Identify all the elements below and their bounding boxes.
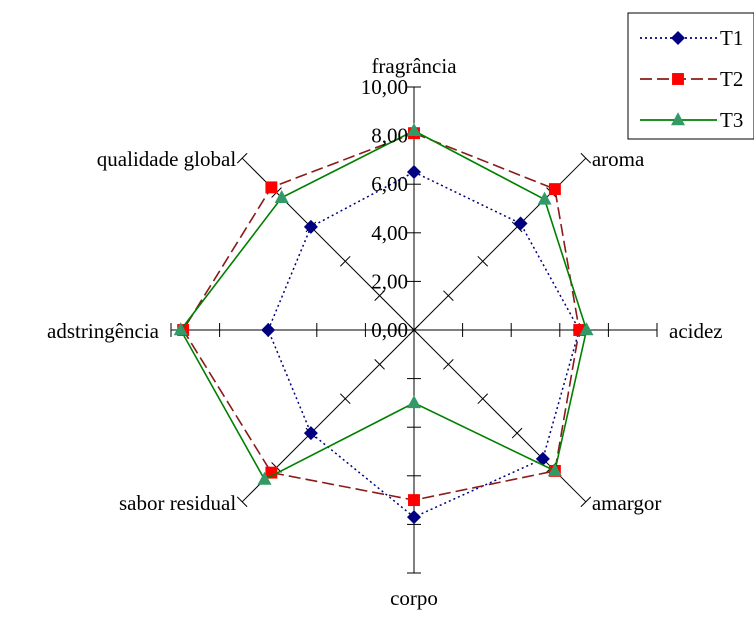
- axis-tick: [477, 255, 489, 267]
- data-point-t2: [573, 324, 586, 336]
- legend: T1 T2 T3: [627, 12, 754, 140]
- tick-label: 10,00: [361, 75, 408, 99]
- legend-marker-t3: [671, 112, 685, 126]
- data-point-t3: [257, 471, 272, 485]
- axis-tick: [236, 152, 248, 164]
- data-point-t2: [548, 183, 561, 196]
- data-point-t3: [274, 189, 289, 203]
- axis-label-adstringencia: adstringência: [47, 319, 160, 343]
- legend-marker-t1: [671, 31, 685, 45]
- legend-marker-t2: [672, 73, 684, 85]
- tick-label: 8,00: [371, 124, 408, 148]
- data-point-t3: [579, 322, 594, 336]
- axis-tick: [511, 427, 523, 439]
- axis-label-corpo: corpo: [390, 586, 438, 610]
- axis-tick: [339, 393, 351, 405]
- series-line-t1: [267, 171, 581, 518]
- axis-tick: [408, 324, 420, 336]
- data-point-t1: [303, 426, 318, 441]
- legend-label: T1: [720, 26, 743, 50]
- axis-tick: [374, 359, 385, 370]
- axis-label-acidez: acidez: [669, 319, 723, 343]
- series-t3: [173, 123, 594, 485]
- data-point-t3: [407, 395, 421, 409]
- axis-label-qualidade-global: qualidade global: [97, 147, 237, 171]
- series-t1: [261, 165, 587, 525]
- axis-label-fragrancia: fragrância: [371, 54, 457, 78]
- legend-label: T3: [720, 108, 743, 132]
- data-point-t3: [537, 191, 552, 205]
- tick-label: 2,00: [371, 269, 408, 293]
- data-point-t1: [303, 219, 318, 234]
- data-point-t3: [407, 123, 421, 136]
- axis-tick: [443, 359, 454, 370]
- axis-label-aroma: aroma: [592, 147, 645, 171]
- axis-tick: [443, 290, 454, 301]
- data-point-t1: [535, 451, 550, 466]
- data-point-t2: [265, 181, 278, 194]
- legend-item-t2: T2: [640, 67, 743, 91]
- data-point-t2: [408, 494, 420, 507]
- tick-label: 6,00: [371, 172, 408, 196]
- data-point-t3: [173, 322, 188, 336]
- data-point-t1: [261, 323, 276, 337]
- legend-item-t3: T3: [640, 108, 743, 132]
- axis-tick: [580, 152, 592, 164]
- axis-label-amargor: amargor: [592, 491, 662, 515]
- axis-label-sabor-residual: sabor residual: [119, 491, 236, 515]
- data-point-t1: [407, 510, 421, 525]
- axis-tick: [580, 496, 592, 508]
- axis-tick: [236, 496, 248, 508]
- axis-tick: [339, 255, 351, 267]
- series-layer: [173, 123, 594, 525]
- data-point-t1: [407, 165, 421, 180]
- axis-tick: [374, 290, 385, 301]
- tick-label: 0,00: [371, 318, 408, 342]
- legend-item-t1: T1: [640, 26, 743, 50]
- data-point-t3: [547, 463, 562, 477]
- tick-label: 4,00: [371, 221, 408, 245]
- data-point-t1: [513, 216, 528, 231]
- legend-box: [627, 12, 754, 140]
- legend-label: T2: [720, 67, 743, 91]
- data-point-t2: [265, 466, 278, 479]
- axis-tick: [477, 393, 489, 405]
